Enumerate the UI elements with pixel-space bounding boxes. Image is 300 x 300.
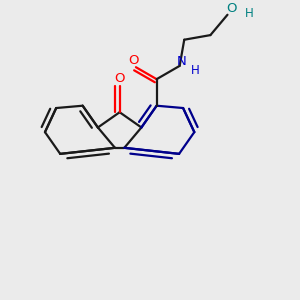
Text: H: H xyxy=(191,64,200,77)
Text: O: O xyxy=(114,72,125,85)
Text: O: O xyxy=(128,54,138,68)
Text: O: O xyxy=(226,2,237,15)
Text: H: H xyxy=(244,7,253,20)
Text: N: N xyxy=(177,55,187,68)
